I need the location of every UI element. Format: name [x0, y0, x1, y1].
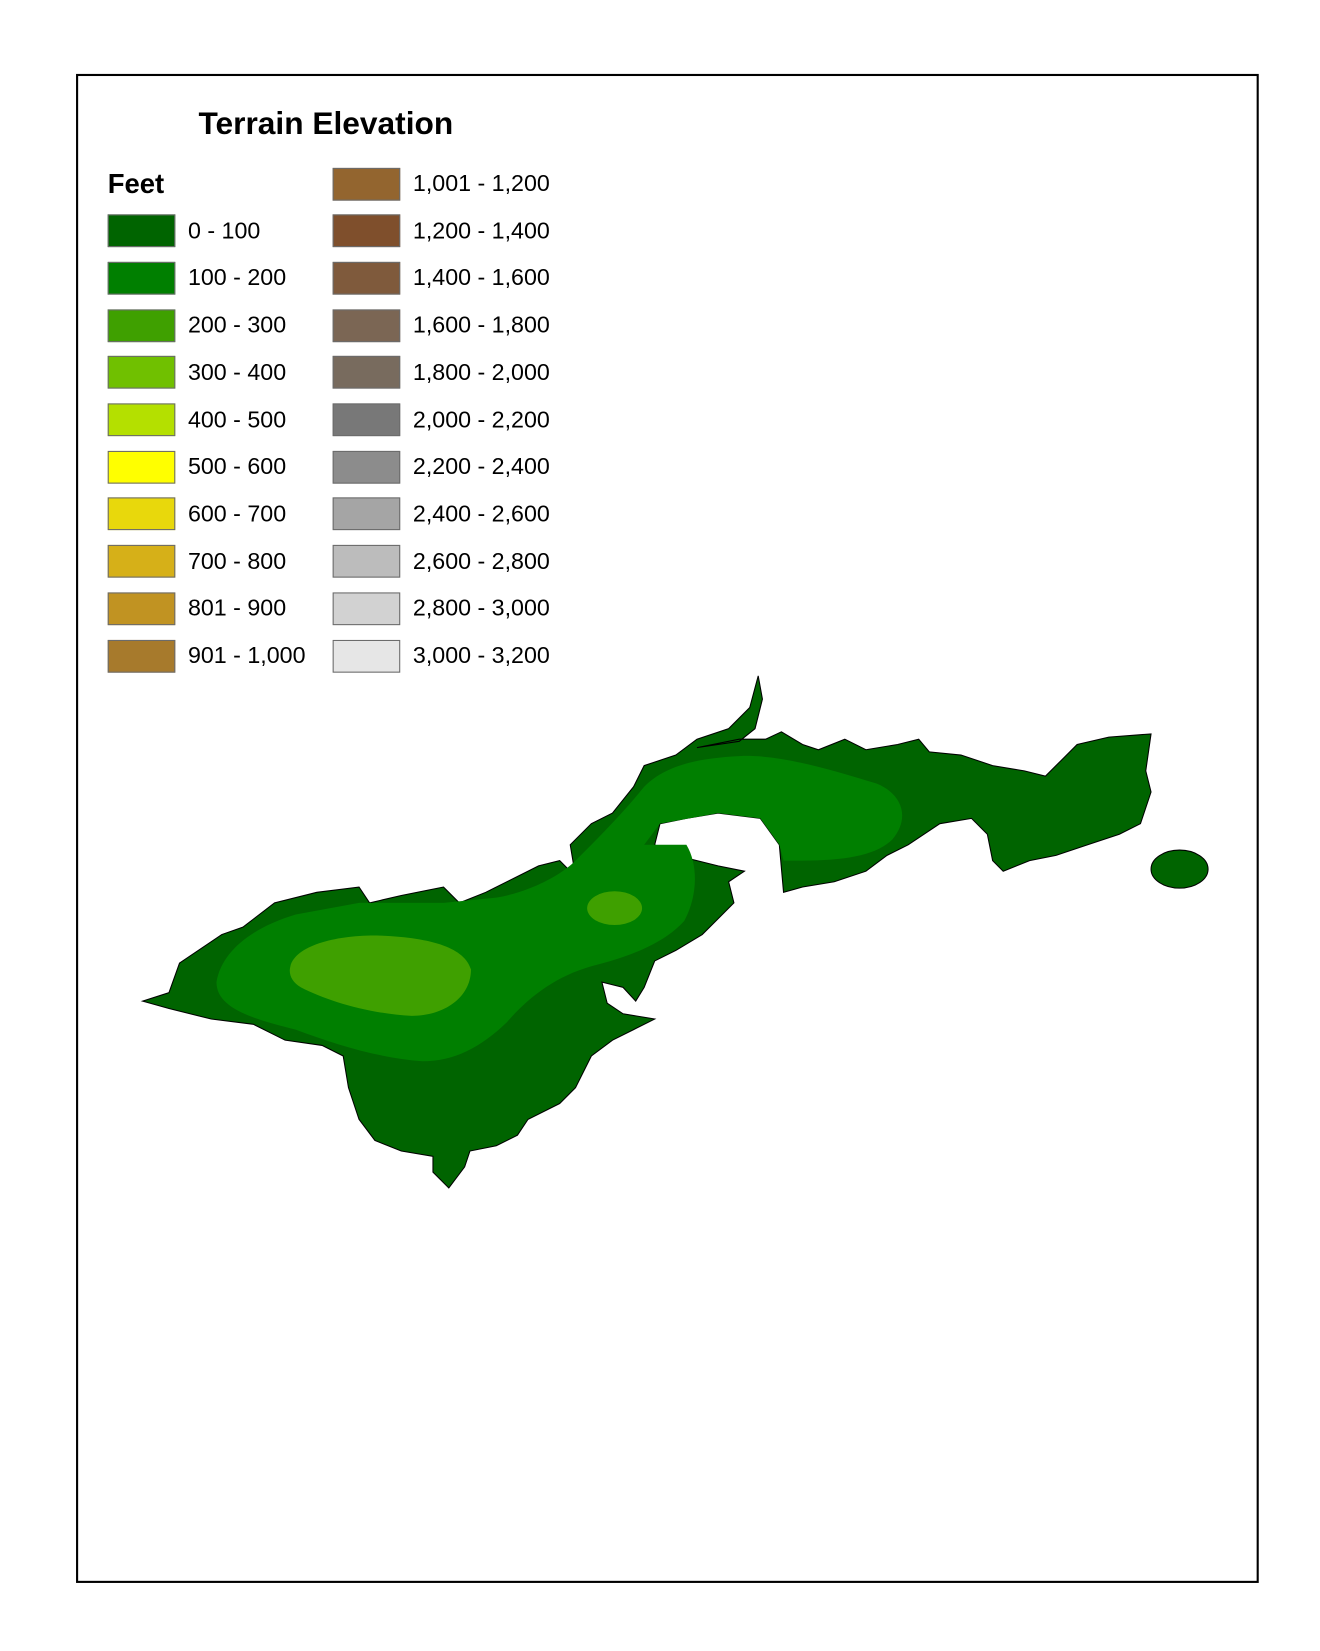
legend-label: 200 - 300: [187, 311, 287, 339]
legend-item: 0 - 100: [107, 213, 261, 249]
legend-label: 500 - 600: [187, 453, 287, 480]
legend-swatch: [332, 544, 401, 578]
legend-swatch: [107, 403, 176, 437]
legend-item: 2,600 - 2,800: [332, 543, 550, 579]
legend-item: 100 - 200: [107, 260, 287, 296]
legend-swatch: [107, 639, 176, 673]
legend-swatch: [107, 497, 176, 531]
legend-item: 1,200 - 1,400: [332, 213, 550, 249]
legend-swatch: [332, 450, 401, 484]
legend-label: 600 - 700: [187, 500, 287, 527]
islet-zone-200-300: [587, 891, 643, 926]
islet-zone-0-100: [1150, 849, 1209, 889]
legend-label: 400 - 500: [187, 406, 287, 433]
legend-label: 2,200 - 2,400: [412, 453, 550, 480]
legend-swatch: [332, 308, 401, 342]
legend-label: 700 - 800: [187, 547, 287, 575]
legend-item: 300 - 400: [107, 355, 287, 391]
map-frame: [76, 73, 1259, 1583]
legend-swatch: [107, 544, 176, 578]
legend-swatch: [107, 356, 176, 389]
legend-swatch: [332, 167, 401, 201]
legend-swatch: [332, 639, 401, 673]
legend-item: 400 - 500: [107, 402, 287, 438]
legend-swatch: [332, 356, 401, 389]
legend-label: 300 - 400: [187, 358, 287, 386]
legend-swatch: [107, 214, 176, 248]
legend-item: 500 - 600: [107, 449, 287, 485]
legend-swatch: [332, 403, 401, 437]
legend-swatch: [332, 214, 401, 248]
legend-swatch: [332, 497, 401, 531]
legend-label: 2,400 - 2,600: [412, 500, 550, 527]
legend-item: 1,001 - 1,200: [332, 166, 550, 202]
legend-label: 2,600 - 2,800: [412, 547, 550, 575]
legend-item: 1,600 - 1,800: [332, 307, 550, 343]
island-zone-200-300: [289, 935, 471, 1016]
legend-label: 100 - 200: [187, 264, 287, 291]
legend-unit: Feet: [107, 167, 165, 200]
legend-label: 901 - 1,000: [187, 642, 306, 669]
legend-swatch: [107, 261, 176, 295]
legend-label: 2,000 - 2,200: [412, 406, 550, 433]
legend-label: 2,800 - 3,000: [412, 594, 550, 622]
legend-swatch: [107, 592, 176, 625]
legend-item: 2,400 - 2,600: [332, 496, 550, 532]
legend-label: 0 - 100: [187, 217, 261, 244]
legend-swatch: [107, 450, 176, 484]
legend-label: 1,800 - 2,000: [412, 358, 550, 386]
legend-label: 1,600 - 1,800: [412, 311, 550, 339]
legend-title: Terrain Elevation: [198, 106, 454, 142]
legend-item: 1,800 - 2,000: [332, 355, 550, 391]
legend-item: 700 - 800: [107, 543, 287, 579]
legend-item: 2,200 - 2,400: [332, 449, 550, 485]
legend-item: 2,800 - 3,000: [332, 591, 550, 627]
legend-label: 3,000 - 3,200: [412, 642, 550, 669]
legend-label: 1,400 - 1,600: [412, 264, 550, 291]
legend-swatch: [332, 261, 401, 295]
legend-swatch: [107, 308, 176, 342]
legend-label: 1,001 - 1,200: [412, 170, 550, 197]
legend-item: 1,400 - 1,600: [332, 260, 550, 296]
legend-item: 600 - 700: [107, 496, 287, 532]
legend-item: 3,000 - 3,200: [332, 638, 550, 674]
legend-item: 901 - 1,000: [107, 638, 306, 674]
legend-label: 801 - 900: [187, 594, 287, 622]
legend-item: 801 - 900: [107, 591, 287, 627]
legend-label: 1,200 - 1,400: [412, 217, 550, 244]
legend-item: 2,000 - 2,200: [332, 402, 550, 438]
legend-item: 200 - 300: [107, 307, 287, 343]
legend-swatch: [332, 592, 401, 625]
